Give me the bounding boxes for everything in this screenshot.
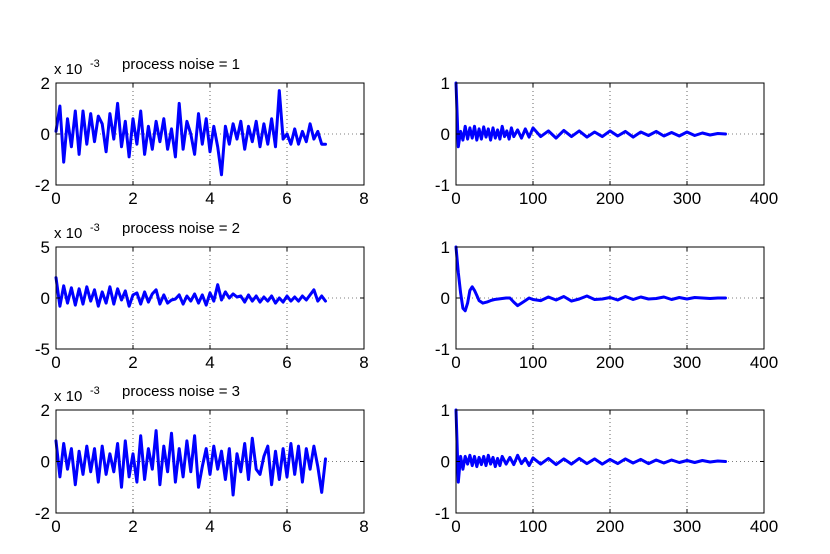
- series-line: [54, 276, 327, 308]
- x-tick-label: 2: [128, 517, 137, 536]
- x-tick-label: 400: [750, 517, 778, 536]
- x-tick-label: 8: [359, 353, 368, 372]
- x-tick-label: 0: [451, 353, 460, 372]
- x-tick-label: 100: [519, 189, 547, 208]
- subplot-4: 0 100 200 300 400-101: [435, 238, 778, 372]
- subplot-title: process noise = 1: [122, 56, 240, 73]
- subplot-title: process noise = 3: [122, 383, 240, 400]
- subplot-6: 0 100 200 300 400-101: [435, 401, 778, 536]
- x-tick-label: 8: [359, 517, 368, 536]
- y-tick-label: 0: [41, 125, 50, 144]
- series-line: [54, 89, 327, 177]
- x-tick-label: 300: [673, 517, 701, 536]
- x-tick-label: 4: [205, 189, 214, 208]
- x-tick-label: 6: [282, 517, 291, 536]
- x-tick-label: 300: [673, 189, 701, 208]
- x-tick-label: 4: [205, 517, 214, 536]
- x-tick-label: 300: [673, 353, 701, 372]
- y-tick-label: -1: [435, 504, 450, 523]
- subplot-title: process noise = 2: [122, 220, 240, 237]
- x-tick-label: 0: [451, 517, 460, 536]
- x-tick-label: 400: [750, 353, 778, 372]
- x-tick-label: 4: [205, 353, 214, 372]
- x-tick-label: 2: [128, 189, 137, 208]
- x-tick-label: 200: [596, 189, 624, 208]
- y-axis-multiplier: x 10: [54, 225, 82, 242]
- y-axis-multiplier-exponent: -3: [90, 58, 100, 70]
- x-tick-label: 100: [519, 517, 547, 536]
- y-tick-label: 1: [441, 401, 450, 420]
- y-tick-label: 1: [441, 238, 450, 257]
- y-tick-label: 0: [441, 453, 450, 472]
- x-tick-label: 0: [51, 517, 60, 536]
- x-tick-label: 2: [128, 353, 137, 372]
- x-tick-label: 200: [596, 353, 624, 372]
- y-tick-label: 0: [41, 289, 50, 308]
- x-tick-label: 6: [282, 353, 291, 372]
- y-tick-label: 0: [441, 289, 450, 308]
- x-tick-label: 6: [282, 189, 291, 208]
- series-line: [454, 408, 727, 484]
- subplot-2: 0 100 200 300 400-101: [435, 74, 778, 208]
- series-line: [54, 429, 327, 497]
- series-line: [454, 81, 727, 149]
- x-tick-label: 200: [596, 517, 624, 536]
- y-axis-multiplier-exponent: -3: [90, 222, 100, 234]
- y-tick-label: 1: [441, 74, 450, 93]
- y-tick-label: 5: [41, 238, 50, 257]
- y-tick-label: 0: [41, 453, 50, 472]
- y-tick-label: -2: [35, 176, 50, 195]
- series-line: [454, 245, 727, 313]
- y-tick-label: 2: [41, 401, 50, 420]
- y-tick-label: -5: [35, 340, 50, 359]
- x-tick-label: 0: [51, 189, 60, 208]
- x-tick-label: 0: [451, 189, 460, 208]
- x-tick-label: 100: [519, 353, 547, 372]
- y-axis-multiplier: x 10: [54, 388, 82, 405]
- y-axis-multiplier: x 10: [54, 61, 82, 78]
- y-tick-label: -2: [35, 504, 50, 523]
- x-tick-label: 0: [51, 353, 60, 372]
- y-tick-label: 0: [441, 125, 450, 144]
- y-tick-label: -1: [435, 340, 450, 359]
- y-axis-multiplier-exponent: -3: [90, 385, 100, 397]
- x-tick-label: 8: [359, 189, 368, 208]
- x-tick-label: 400: [750, 189, 778, 208]
- y-tick-label: -1: [435, 176, 450, 195]
- y-tick-label: 2: [41, 74, 50, 93]
